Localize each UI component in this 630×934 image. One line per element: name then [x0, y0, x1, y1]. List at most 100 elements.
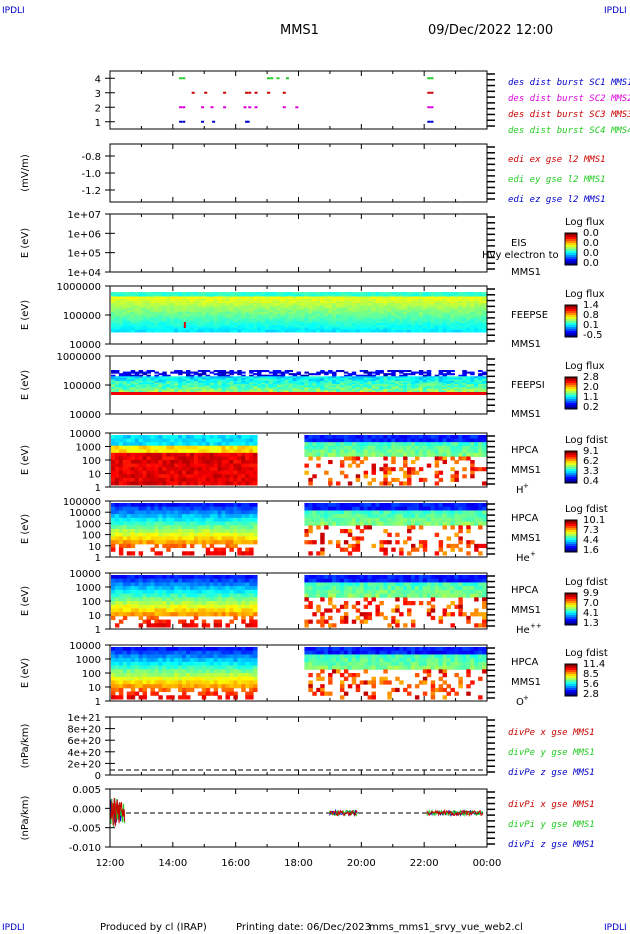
spectrogram-cell — [253, 309, 258, 313]
spectrogram-cell — [221, 438, 226, 443]
spectrogram-cell — [150, 536, 155, 541]
spectrogram-cell — [225, 536, 230, 541]
spectrogram-cell — [150, 327, 155, 331]
spectrogram-cell — [233, 532, 238, 537]
spectrogram-cell — [245, 388, 250, 391]
spectrogram-cell — [288, 314, 294, 317]
spectrogram-cell — [229, 477, 234, 482]
spectrogram-cell — [138, 449, 144, 454]
spectrogram-cell — [328, 438, 333, 443]
spectrogram-cell — [391, 305, 396, 309]
spectrogram-cell — [217, 442, 223, 447]
spectrogram-cell — [217, 318, 223, 322]
spectrogram-cell — [446, 392, 451, 395]
spectrogram-cell — [189, 481, 195, 486]
spectrogram-cell — [347, 298, 353, 302]
spectrogram-cell — [292, 392, 298, 395]
spectrogram-cell — [395, 390, 400, 393]
spectrogram-cell — [446, 435, 451, 440]
spectrogram-cell — [387, 377, 392, 380]
spectrogram-cell — [426, 370, 432, 373]
spectrogram-cell — [174, 303, 179, 306]
spectrogram-cell — [316, 521, 321, 526]
spectrogram-cell — [174, 517, 179, 523]
spectrogram-cell — [241, 376, 246, 379]
spectrogram-cell — [371, 385, 376, 388]
spectrogram-cell — [170, 320, 175, 324]
spectrogram-cell — [466, 318, 471, 322]
spectrogram-cell — [336, 382, 341, 385]
spectrogram-cell — [383, 376, 388, 379]
spectrogram-cell — [158, 320, 163, 324]
spectrogram-cell — [213, 532, 219, 537]
spectrogram-cell — [217, 381, 223, 384]
colorbar-swatch — [565, 245, 577, 248]
spectrogram-cell — [264, 316, 270, 320]
spectrogram-cell — [466, 298, 471, 302]
spectrogram-cell — [150, 470, 155, 475]
spectrogram-cell — [245, 438, 250, 443]
spectrogram-cell — [280, 303, 286, 306]
spectrogram-cell — [351, 377, 357, 380]
spectrogram-cell — [130, 294, 136, 297]
spectrogram-cell — [130, 442, 136, 447]
spectrogram-cell — [178, 305, 183, 309]
spectrogram-cell — [245, 307, 250, 311]
spectrogram-cell — [130, 305, 136, 309]
spectrogram-cell — [363, 323, 369, 326]
spectrogram-cell — [189, 442, 195, 447]
spectrogram-cell — [418, 387, 424, 390]
spectrogram-cell — [162, 382, 167, 385]
spectrogram-cell — [158, 521, 163, 526]
spectrogram-cell — [280, 381, 286, 384]
spectrogram-cell — [174, 371, 179, 374]
spectrogram-cell — [150, 456, 155, 461]
spectrogram-cell — [134, 376, 140, 379]
spectrogram-cell — [320, 385, 325, 388]
spectrogram-cell — [466, 323, 471, 326]
spectrogram-cell — [170, 517, 175, 523]
spectrogram-cell — [118, 474, 124, 479]
spectrogram-cell — [466, 452, 471, 457]
spectrogram-cell — [253, 381, 258, 384]
spectrogram-cell — [237, 547, 242, 552]
spectrogram-cell — [403, 438, 408, 443]
spectrogram-cell — [284, 382, 290, 385]
spectrogram-cell — [209, 543, 215, 549]
spectrogram-cell — [193, 503, 199, 508]
spectrogram-cell — [126, 392, 132, 395]
spectrogram-cell — [209, 470, 215, 475]
spectrogram-cell — [193, 294, 199, 297]
spectrogram-cell — [418, 323, 424, 326]
spectrogram-cell — [359, 376, 365, 379]
spectrogram-cell — [399, 390, 404, 393]
spectrogram-cell — [111, 376, 116, 379]
spectrogram-cell — [280, 300, 286, 304]
spectrogram-cell — [150, 300, 155, 304]
spectrogram-cell — [276, 305, 282, 309]
spectrogram-cell — [114, 435, 120, 440]
spectrogram-cell — [328, 382, 333, 385]
spectrogram-cell — [470, 467, 475, 472]
spectrogram-cell — [205, 320, 211, 324]
spectrogram-cell — [304, 503, 309, 508]
spectrogram-cell — [458, 392, 463, 395]
spectrogram-cell — [454, 307, 459, 311]
spectrogram-cell — [355, 318, 361, 322]
spectrogram-cell — [296, 298, 301, 302]
spectrogram-cell — [186, 300, 191, 304]
spectrogram-cell — [142, 300, 148, 304]
spectrogram-cell — [284, 381, 290, 384]
spectrogram-cell — [391, 388, 396, 391]
colorbar-title: Log flux — [565, 361, 605, 372]
spectrogram-cell — [442, 314, 448, 317]
spectrogram-cell — [154, 445, 159, 450]
spectrogram-cell — [355, 477, 361, 482]
spectrogram-cell — [122, 373, 128, 376]
spectrogram-cell — [174, 456, 179, 461]
spectrogram-cell — [367, 445, 373, 450]
y-tick-label: 1e+05 — [67, 249, 101, 260]
y-tick-label: -0.8 — [81, 152, 101, 163]
spectrogram-cell — [276, 370, 282, 373]
spectrogram-cell — [375, 438, 380, 443]
